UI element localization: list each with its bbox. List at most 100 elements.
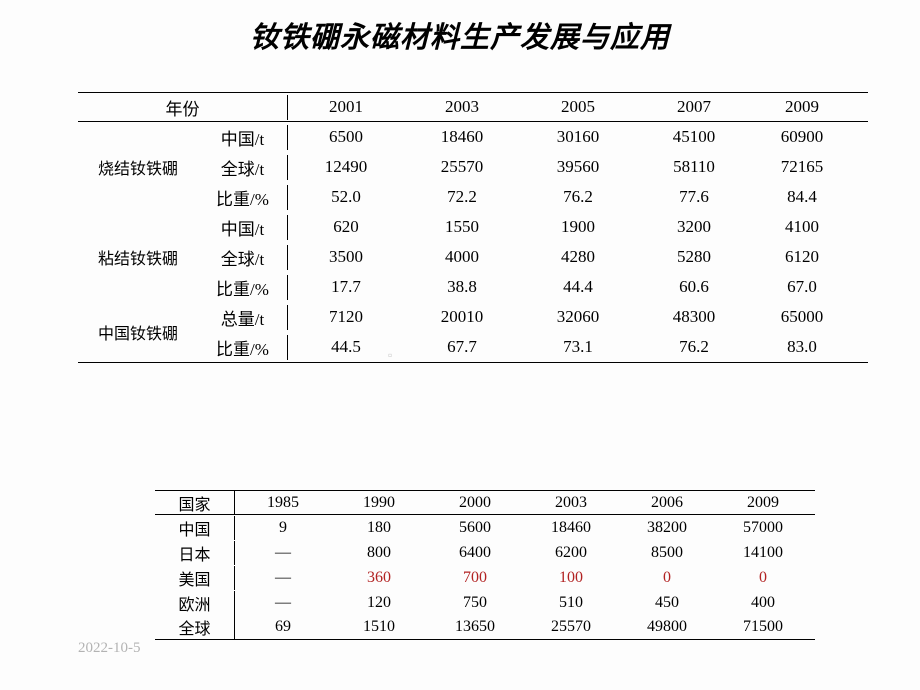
table2-country-name: 中国 [155,516,235,540]
table-cell: 65000 [752,307,852,327]
table-cell: 13650 [427,618,523,636]
table-cell: 1510 [331,618,427,636]
table-cell: 71500 [715,618,811,636]
table-cell: 800 [331,544,427,562]
table1-group: 中国钕铁硼 总量/t 7120 20010 32060 48300 65000 … [78,302,868,363]
table-row: 全球/t 3500 4000 4280 5280 6120 [198,242,852,272]
table-cell: 49800 [619,618,715,636]
table1-row-label: 中国/t [198,125,288,150]
table1-row-label: 比重/% [198,275,288,300]
table-cell: 5280 [636,247,752,267]
table-cell: 4100 [752,217,852,237]
table-cell: 72.2 [404,187,520,207]
table-cell: 7120 [288,307,404,327]
table-cell: 14100 [715,544,811,562]
table-cell: 84.4 [752,187,852,207]
table-cell: 32060 [520,307,636,327]
table-cell: 77.6 [636,187,752,207]
table-cell: 58110 [636,157,752,177]
table-cell: 4000 [404,247,520,267]
table-cell: 48300 [636,307,752,327]
table2-header-row: 国家 1985 1990 2000 2003 2006 2009 [155,490,815,515]
table-cell: 72165 [752,157,852,177]
table-cell: 750 [427,594,523,612]
table-cell: 38.8 [404,277,520,297]
table-cell: 1900 [520,217,636,237]
table-cell: 450 [619,594,715,612]
table-cell: 9 [235,519,331,537]
table-cell: 39560 [520,157,636,177]
table-row: 比重/% 44.5 67.7 73.1 76.2 83.0 [198,332,852,362]
table-cell: 0 [619,569,715,587]
table-cell: 180 [331,519,427,537]
table1-group: 粘结钕铁硼 中国/t 620 1550 1900 3200 4100 全球/t … [78,212,868,302]
table-cell: 25570 [404,157,520,177]
footer-date: 2022-10-5 [78,640,141,657]
table-cell: 38200 [619,519,715,537]
table-cell: 3200 [636,217,752,237]
table-cell: 57000 [715,519,811,537]
table-cell: 6500 [288,127,404,147]
table-row: 比重/% 52.0 72.2 76.2 77.6 84.4 [198,182,852,212]
table1-row-label: 比重/% [198,185,288,210]
table1-group-name: 中国钕铁硼 [78,302,198,362]
table-cell: 0 [715,569,811,587]
table-cell: 30160 [520,127,636,147]
table1-row-label: 中国/t [198,215,288,240]
table1-year: 2003 [404,97,520,117]
table-row: 欧洲—120750510450400 [155,590,815,615]
table-cell: 120 [331,594,427,612]
table1-row-label: 总量/t [198,305,288,330]
table-cell: 67.0 [752,277,852,297]
table2-country-name: 日本 [155,541,235,565]
table2-year: 2006 [619,494,715,512]
table2-year: 2003 [523,494,619,512]
table2-year: 2009 [715,494,811,512]
table-cell: 6120 [752,247,852,267]
table-cell: 4280 [520,247,636,267]
table-row: 全球69151013650255704980071500 [155,615,815,640]
table-cell: 76.2 [636,337,752,357]
table2-year: 1985 [235,494,331,512]
table2: 国家 1985 1990 2000 2003 2006 2009 中国91805… [155,490,815,640]
table-row: 中国/t 6500 18460 30160 45100 60900 [198,122,852,152]
table-cell: 6200 [523,544,619,562]
table2-country-name: 欧洲 [155,591,235,615]
table-cell: 52.0 [288,187,404,207]
table-cell: 17.7 [288,277,404,297]
table-row: 全球/t 12490 25570 39560 58110 72165 [198,152,852,182]
table2-country-header: 国家 [155,491,235,515]
table2-country-name: 美国 [155,566,235,590]
table-cell: 67.7 [404,337,520,357]
table-cell: 18460 [523,519,619,537]
table-cell: 400 [715,594,811,612]
table-cell: 620 [288,217,404,237]
table-cell: 3500 [288,247,404,267]
table-cell: 45100 [636,127,752,147]
table1-header-row: 年份 2001 2003 2005 2007 2009 [78,92,868,122]
table-row: 中国91805600184603820057000 [155,515,815,540]
table1-group-name: 粘结钕铁硼 [78,212,198,302]
table2-year: 1990 [331,494,427,512]
table1: 年份 2001 2003 2005 2007 2009 烧结钕铁硼 中国/t 6… [78,92,868,363]
table-cell: 700 [427,569,523,587]
table-cell: 6400 [427,544,523,562]
table-cell: 25570 [523,618,619,636]
table-cell: 18460 [404,127,520,147]
table-cell: 1550 [404,217,520,237]
table-cell: 12490 [288,157,404,177]
table2-year: 2000 [427,494,523,512]
table-cell: 69 [235,618,331,636]
table-row: 总量/t 7120 20010 32060 48300 65000 [198,302,852,332]
table1-year-header: 年份 [78,95,288,120]
table-cell: — [235,544,331,562]
table-cell: 8500 [619,544,715,562]
table-cell: 60900 [752,127,852,147]
table-cell: 510 [523,594,619,612]
table-cell: 83.0 [752,337,852,357]
table1-year: 2009 [752,97,852,117]
table-cell: 44.5 [288,337,404,357]
table-row: 日本—80064006200850014100 [155,540,815,565]
table-cell: — [235,569,331,587]
table-cell: 5600 [427,519,523,537]
